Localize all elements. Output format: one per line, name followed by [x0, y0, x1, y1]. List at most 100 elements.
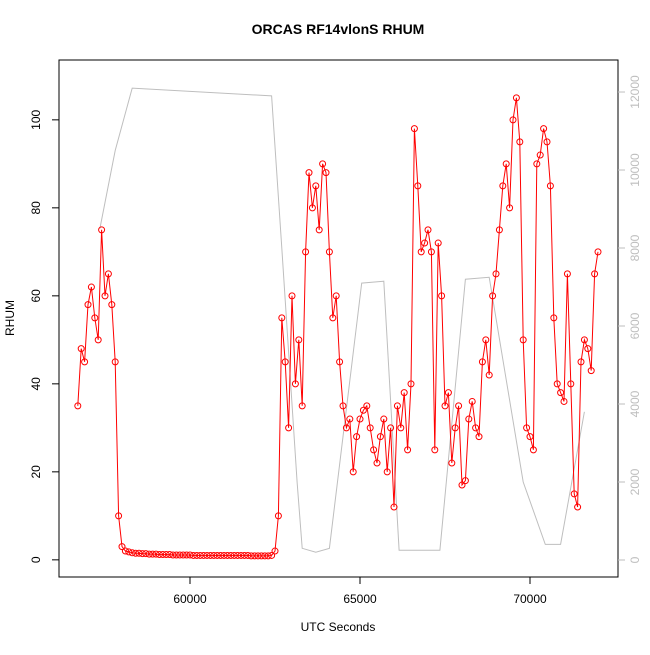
- data-point: [543, 138, 551, 146]
- data-point: [98, 226, 106, 234]
- data-point: [567, 380, 575, 388]
- data-point: [584, 345, 592, 353]
- data-point: [91, 314, 99, 322]
- data-point: [108, 301, 116, 309]
- data-point: [489, 292, 497, 300]
- data-point: [393, 402, 401, 410]
- data-point: [298, 402, 306, 410]
- data-point: [553, 380, 561, 388]
- data-point: [574, 503, 582, 511]
- data-point: [325, 248, 333, 256]
- data-point: [478, 358, 486, 366]
- data-point: [149, 550, 157, 558]
- data-point: [315, 226, 323, 234]
- y2-tick-label: 0: [628, 556, 642, 563]
- data-point: [526, 433, 534, 441]
- data-point: [237, 551, 245, 559]
- data-point: [223, 551, 231, 559]
- data-point: [468, 397, 476, 405]
- data-point: [274, 512, 282, 520]
- data-point: [261, 552, 269, 560]
- data-point: [145, 550, 153, 558]
- series-line: [99, 87, 585, 553]
- data-point: [193, 551, 201, 559]
- data-point: [220, 551, 228, 559]
- y2-tick-label: 4000: [628, 390, 642, 417]
- plot-frame: [58, 59, 619, 578]
- data-point: [189, 551, 197, 559]
- data-point: [302, 248, 310, 256]
- data-point: [458, 481, 466, 489]
- data-point: [291, 380, 299, 388]
- data-point: [179, 551, 187, 559]
- data-point: [288, 292, 296, 300]
- data-point: [356, 415, 364, 423]
- data-point: [240, 551, 248, 559]
- data-point: [475, 433, 483, 441]
- data-point: [268, 551, 276, 559]
- data-point: [407, 380, 415, 388]
- data-point: [349, 468, 357, 476]
- data-point: [104, 270, 112, 278]
- y-axis-label: RHUM: [3, 300, 17, 336]
- series-line: [77, 97, 599, 557]
- data-point: [509, 116, 517, 124]
- data-point: [206, 551, 214, 559]
- data-point: [414, 182, 422, 190]
- data-point: [176, 551, 184, 559]
- y2-tick-label: 10000: [628, 153, 642, 187]
- data-point: [305, 169, 313, 177]
- data-point: [516, 138, 524, 146]
- data-point: [210, 551, 218, 559]
- data-point: [438, 292, 446, 300]
- data-point: [155, 551, 163, 559]
- data-point: [560, 397, 568, 405]
- data-point: [186, 551, 194, 559]
- x-tick-label: 65000: [343, 592, 377, 606]
- data-point: [329, 314, 337, 322]
- data-point: [322, 169, 330, 177]
- data-point: [448, 459, 456, 467]
- data-point: [495, 226, 503, 234]
- data-point: [417, 248, 425, 256]
- x-tick-label: 60000: [173, 592, 207, 606]
- data-point: [434, 239, 442, 247]
- data-point: [540, 125, 548, 133]
- data-point: [217, 551, 225, 559]
- data-point: [257, 552, 265, 560]
- y-tick-label: 40: [29, 377, 43, 391]
- data-point: [570, 490, 578, 498]
- data-point: [410, 125, 418, 133]
- data-point: [400, 389, 408, 397]
- data-point: [254, 552, 262, 560]
- data-point: [533, 160, 541, 168]
- data-point: [383, 468, 391, 476]
- data-point: [512, 94, 520, 102]
- data-point: [363, 402, 371, 410]
- data-point: [159, 551, 167, 559]
- data-point: [424, 226, 432, 234]
- data-point: [295, 336, 303, 344]
- data-point: [339, 402, 347, 410]
- data-point: [77, 345, 85, 353]
- data-point: [421, 239, 429, 247]
- data-point: [152, 550, 160, 558]
- data-point: [251, 552, 259, 560]
- data-point: [529, 446, 537, 454]
- chart-title: ORCAS RF14vlonS RHUM: [252, 21, 425, 37]
- data-point: [492, 270, 500, 278]
- data-point: [506, 204, 514, 212]
- data-point: [142, 550, 150, 558]
- data-point: [387, 424, 395, 432]
- data-point: [196, 551, 204, 559]
- data-point: [332, 292, 340, 300]
- data-point: [482, 336, 490, 344]
- y-tick-label: 20: [29, 465, 43, 479]
- data-point: [485, 371, 493, 379]
- data-point: [319, 160, 327, 168]
- data-point: [587, 367, 595, 375]
- data-point: [101, 292, 109, 300]
- data-point: [373, 459, 381, 467]
- data-point: [87, 283, 95, 291]
- data-point: [203, 551, 211, 559]
